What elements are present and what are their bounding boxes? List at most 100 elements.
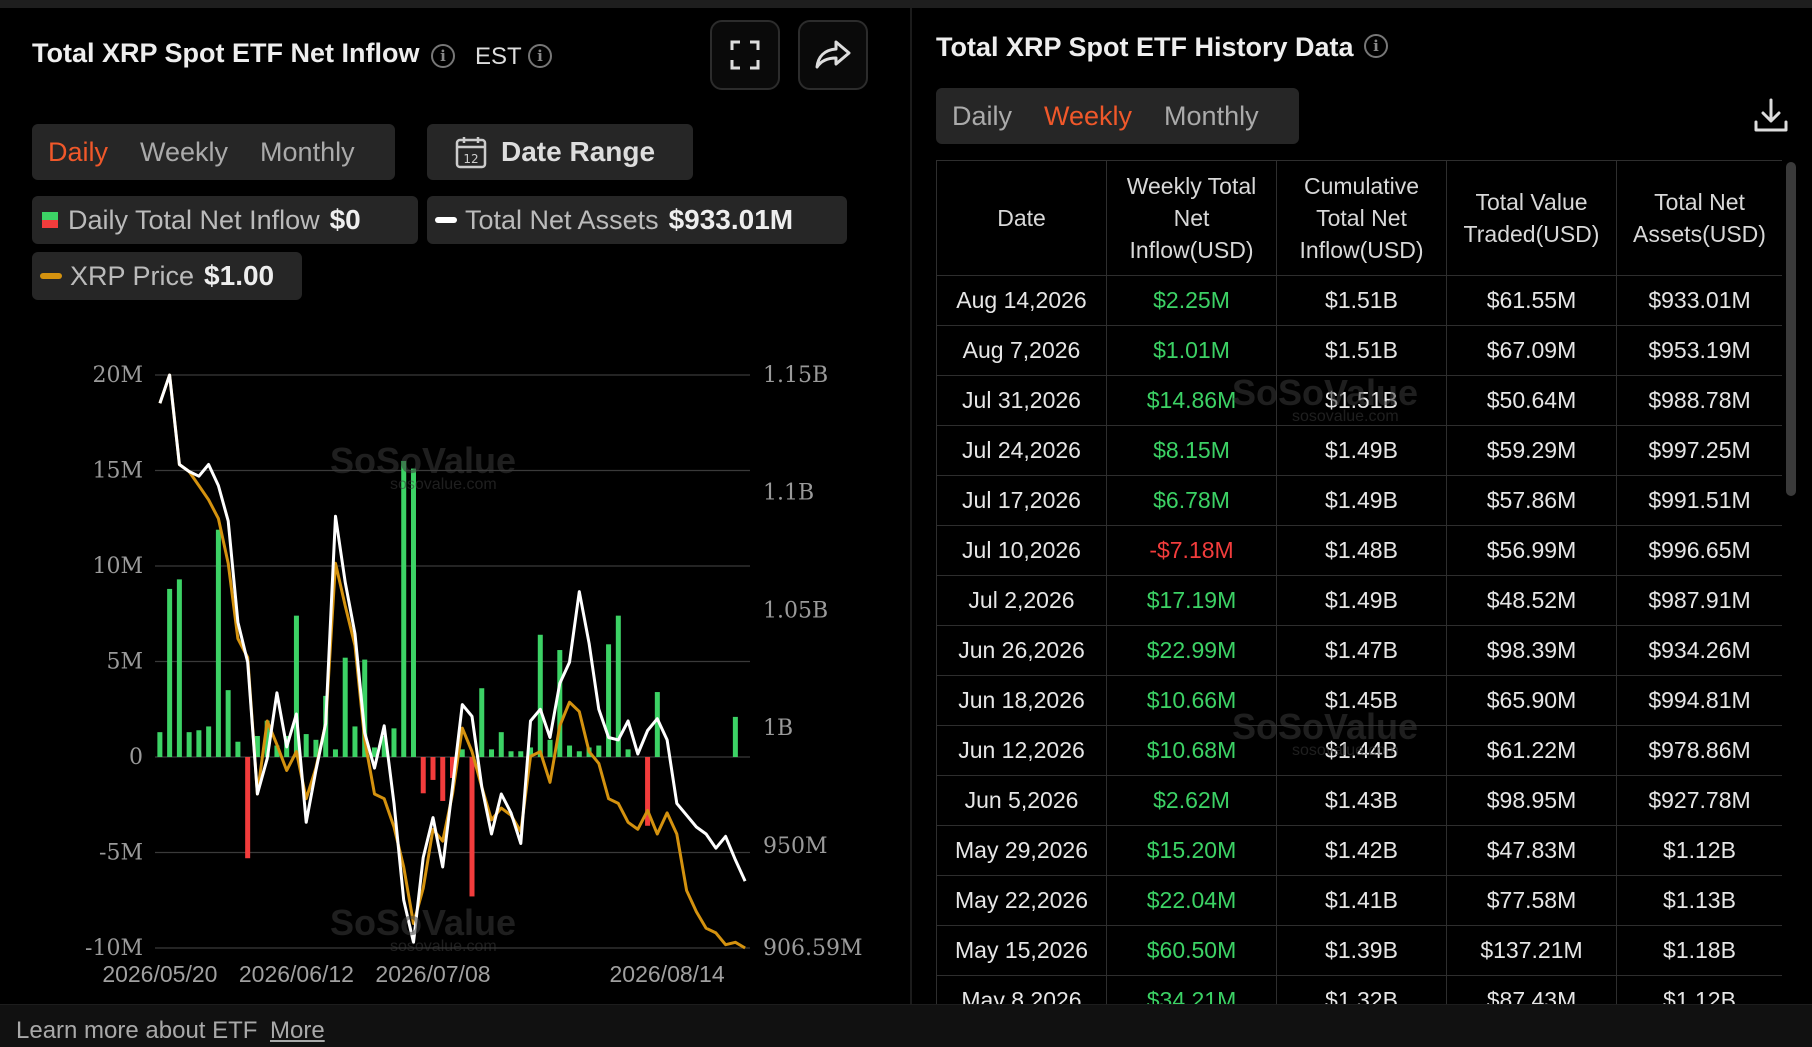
tab-monthly[interactable]: Monthly	[1164, 100, 1259, 131]
table-cell: $6.78M	[1106, 475, 1277, 526]
table-cell: $933.01M	[1616, 275, 1782, 326]
share-button[interactable]	[798, 20, 868, 90]
left-axis-tick-label: 10M	[92, 554, 143, 579]
inflow-bar	[157, 732, 163, 757]
inflow-bar	[508, 751, 514, 757]
download-button[interactable]	[1752, 96, 1790, 139]
inflow-bar	[215, 529, 221, 757]
table-row: Aug 14,2026 $2.25M $1.51B $61.55M $933.01M	[936, 275, 1782, 326]
xrp-price-swatch-icon	[40, 273, 62, 279]
history-table-container[interactable]: Date Weekly Total Net Inflow(USD) Cumula…	[936, 160, 1782, 1004]
table-cell: $2.62M	[1106, 775, 1277, 826]
column-header[interactable]: Weekly Total Net Inflow(USD)	[1106, 160, 1277, 276]
table-cell: $56.99M	[1446, 525, 1617, 576]
table-row: Jun 5,2026 $2.62M $1.43B $98.95M $927.78M	[936, 775, 1782, 826]
table-cell: $1.49B	[1276, 475, 1447, 526]
footer: Learn more about ETF More	[0, 1004, 1812, 1047]
legend-xrp-price[interactable]: XRP Price $1.00	[32, 252, 302, 300]
table-cell: Jun 18,2026	[936, 675, 1107, 726]
left-period-tabs: Daily Weekly Monthly	[32, 124, 395, 180]
inflow-bar	[469, 757, 475, 897]
left-axis-tick-label: 5M	[106, 650, 143, 675]
table-cell: May 29,2026	[936, 825, 1107, 876]
left-axis-tick-label: -10M	[85, 936, 143, 961]
legend-label: Total Net Assets	[465, 204, 659, 235]
table-cell: $8.15M	[1106, 425, 1277, 476]
right-axis-tick-label: 1.05B	[763, 598, 828, 623]
inflow-bar	[401, 460, 407, 757]
table-cell: $978.86M	[1616, 725, 1782, 776]
inflow-bar	[654, 692, 660, 757]
column-header[interactable]: Total Net Assets(USD)	[1616, 160, 1782, 276]
tab-daily[interactable]: Daily	[48, 136, 109, 167]
left-axis-tick-label: 15M	[92, 459, 143, 484]
inflow-bar	[479, 688, 485, 757]
table-scrollbar[interactable]	[1786, 162, 1796, 496]
table-cell: $1.41B	[1276, 875, 1447, 926]
column-header[interactable]: Date	[936, 160, 1107, 276]
table-cell: $10.68M	[1106, 725, 1277, 776]
table-cell: $1.45B	[1276, 675, 1447, 726]
inflow-bar	[225, 690, 231, 757]
table-cell: $1.39B	[1276, 925, 1447, 976]
table-cell: Jul 17,2026	[936, 475, 1107, 526]
table-cell: $65.90M	[1446, 675, 1617, 726]
table-cell: $927.78M	[1616, 775, 1782, 826]
column-header[interactable]: Total Value Traded(USD)	[1446, 160, 1617, 276]
table-cell: Jul 31,2026	[936, 375, 1107, 426]
legend-net-inflow[interactable]: Daily Total Net Inflow $0	[32, 196, 418, 244]
right-axis-tick-label: 1.15B	[763, 363, 828, 388]
legend-net-assets[interactable]: Total Net Assets $933.01M	[427, 196, 847, 244]
tab-monthly[interactable]: Monthly	[260, 136, 355, 167]
inflow-bar	[537, 634, 543, 757]
inflow-bar	[567, 745, 573, 757]
timezone-label: EST	[475, 43, 522, 70]
table-cell: $1.44B	[1276, 725, 1447, 776]
table-cell: $1.51B	[1276, 325, 1447, 376]
tab-weekly[interactable]: Weekly	[140, 136, 229, 167]
inflow-bar	[625, 749, 631, 757]
table-cell: $22.04M	[1106, 875, 1277, 926]
column-header[interactable]: Cumulative Total Net Inflow(USD)	[1276, 160, 1447, 276]
left-axis-tick-label: 0	[129, 745, 143, 770]
right-axis-tick-label: 1B	[763, 716, 793, 741]
net-assets-swatch-icon	[435, 217, 457, 223]
tab-weekly[interactable]: Weekly	[1044, 100, 1133, 131]
timezone-info-icon[interactable]: i	[528, 44, 552, 68]
fullscreen-button[interactable]	[710, 20, 780, 90]
inflow-bar	[167, 588, 173, 757]
table-cell: $991.51M	[1616, 475, 1782, 526]
left-axis-tick-label: -5M	[99, 841, 143, 866]
inflow-bar	[303, 734, 309, 757]
inflow-bar	[371, 747, 377, 757]
tab-daily[interactable]: Daily	[952, 100, 1013, 131]
table-row: Jul 17,2026 $6.78M $1.49B $57.86M $991.51M	[936, 475, 1782, 526]
inflow-bar	[176, 579, 182, 757]
share-icon	[815, 40, 851, 69]
table-cell: $1.12B	[1616, 975, 1782, 1004]
net-inflow-chart[interactable]: 20M 15M 10M 5M 0 -5M -10M 1.15B 1.1B 1.05B 1B 950M 9…	[60, 350, 870, 990]
info-icon[interactable]: i	[431, 44, 455, 68]
calendar-icon: 12	[455, 137, 487, 169]
date-range-button[interactable]: 12 Date Range	[427, 124, 693, 180]
inflow-bar	[186, 732, 192, 757]
table-cell: $77.58M	[1446, 875, 1617, 926]
table-cell: $1.13B	[1616, 875, 1782, 926]
table-cell: $98.39M	[1446, 625, 1617, 676]
panel-divider	[910, 8, 912, 1004]
table-cell: $59.29M	[1446, 425, 1617, 476]
inflow-bar	[245, 757, 251, 859]
table-row: Jun 18,2026 $10.66M $1.45B $65.90M $994.81M	[936, 675, 1782, 726]
inflow-bar	[264, 720, 270, 757]
table-row: Jun 12,2026 $10.68M $1.44B $61.22M $978.86M	[936, 725, 1782, 776]
table-cell: Aug 7,2026	[936, 325, 1107, 376]
info-icon[interactable]: i	[1364, 34, 1388, 58]
footer-text: Learn more about ETF	[16, 1017, 258, 1044]
table-cell: May 8,2026	[936, 975, 1107, 1004]
table-cell: $987.91M	[1616, 575, 1782, 626]
table-cell: $988.78M	[1616, 375, 1782, 426]
table-cell: May 15,2026	[936, 925, 1107, 976]
more-link[interactable]: More	[270, 1017, 325, 1044]
inflow-bar	[450, 757, 455, 779]
table-cell: $1.49B	[1276, 575, 1447, 626]
